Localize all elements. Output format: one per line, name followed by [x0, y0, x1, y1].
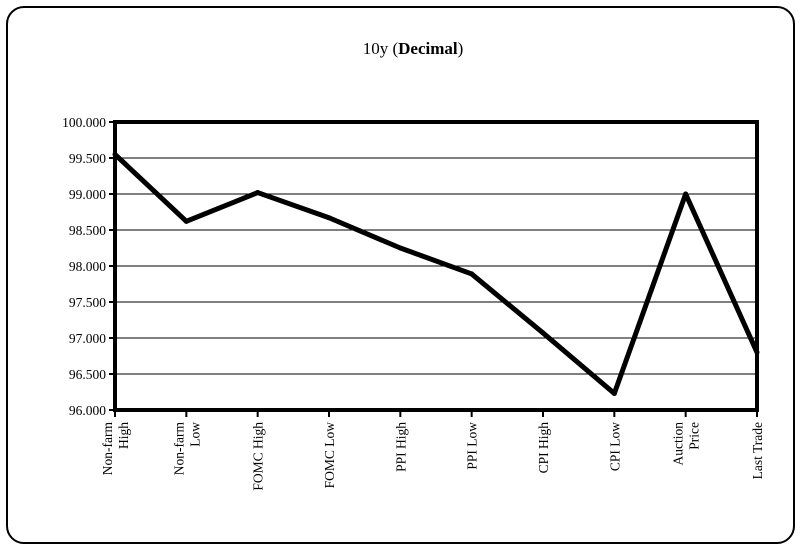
x-tick-label: Non-farm High [100, 422, 131, 476]
x-axis-ticks: Non-farm High Non-farm Low FOMC High FOMC Low… [100, 410, 765, 491]
gridlines [115, 157, 757, 375]
data-point [183, 218, 189, 224]
x-tick-label: PPI Low [465, 422, 480, 470]
data-point [540, 330, 546, 336]
x-tick-label-line: Low [187, 422, 202, 447]
y-tick-label: 100.000 [62, 115, 106, 130]
x-tick-label-line: Auction [671, 422, 686, 466]
y-tick-label: 99.000 [69, 187, 106, 202]
x-tick-label: FOMC High [251, 422, 266, 491]
y-tick-label: 97.500 [69, 295, 106, 310]
x-tick-label-line: Last Trade [750, 422, 765, 479]
y-tick-label: 98.000 [69, 259, 106, 274]
series-line [113, 152, 760, 396]
x-tick-label-line: FOMC Low [322, 422, 337, 489]
x-tick-label: Non-farm Low [171, 422, 202, 476]
x-tick-label-line: PPI High [393, 422, 408, 472]
data-point [326, 215, 332, 221]
data-point [683, 191, 689, 197]
x-tick-label-line: FOMC High [251, 422, 266, 491]
x-tick-label-line: CPI Low [607, 422, 622, 471]
x-tick-label: Auction Price [671, 422, 702, 466]
chart-title-bold: Decimal [398, 39, 458, 58]
data-point [255, 190, 261, 196]
y-tick-label: 97.000 [69, 331, 106, 346]
data-point [611, 390, 617, 396]
plot-area-border [113, 120, 759, 412]
y-tick-label: 96.500 [69, 367, 106, 382]
x-tick-label: PPI High [393, 422, 408, 472]
x-tick-label-line: Non-farm [171, 422, 186, 476]
y-tick-label: 99.500 [69, 151, 106, 166]
x-tick-label: FOMC Low [322, 422, 337, 489]
x-tick-label: CPI Low [607, 422, 622, 471]
x-tick-label-line: Price [687, 422, 702, 450]
x-tick-label-line: Non-farm [100, 422, 115, 476]
chart-title: 10y (Decimal) [363, 39, 464, 58]
x-tick-label-line: High [116, 422, 131, 449]
series-layer [112, 151, 760, 396]
data-point [397, 245, 403, 251]
y-axis-ticks: 96.000 96.500 97.000 97.500 98.000 98.500 99.0… [62, 115, 115, 418]
chart-frame [6, 6, 795, 544]
data-point [469, 271, 475, 277]
x-tick-label-line: CPI High [536, 422, 551, 474]
x-tick-label-line: PPI Low [465, 422, 480, 470]
x-tick-label: CPI High [536, 422, 551, 474]
x-tick-label: Last Trade [750, 422, 765, 479]
y-tick-label: 96.000 [69, 403, 106, 418]
y-tick-label: 98.500 [69, 223, 106, 238]
